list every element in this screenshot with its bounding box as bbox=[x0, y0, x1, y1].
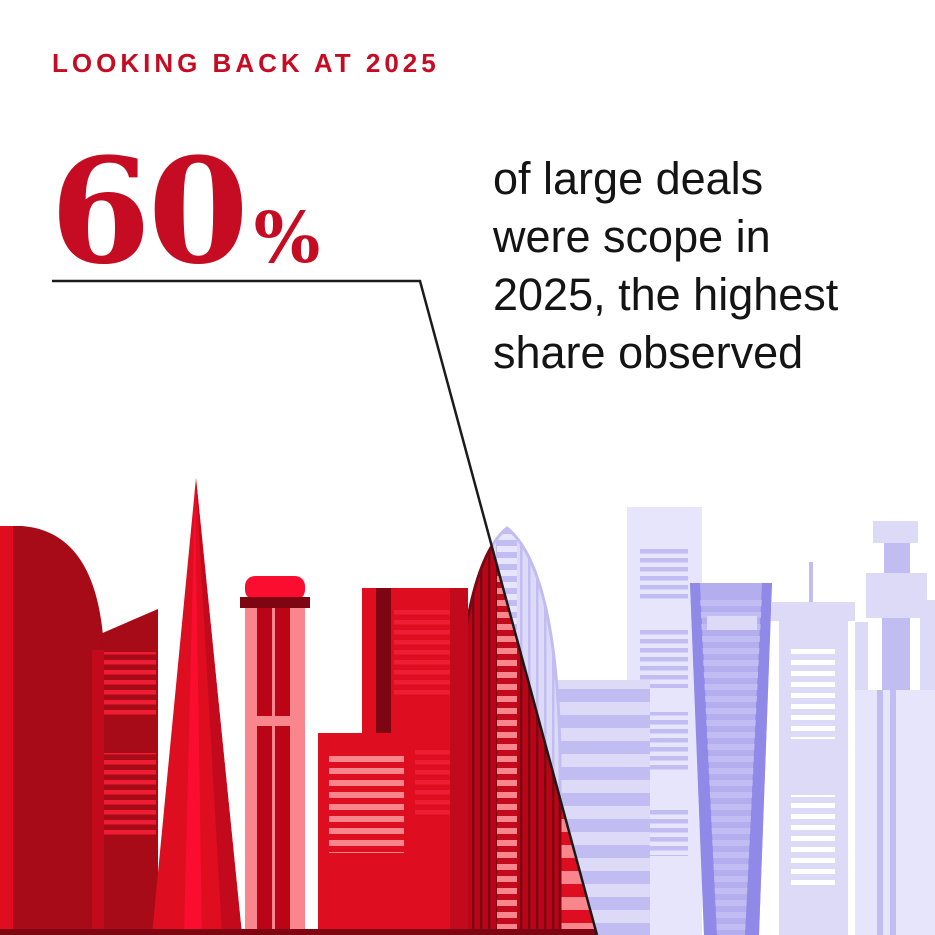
stat-description-line: were scope in bbox=[493, 211, 771, 262]
stat-unit: % bbox=[253, 196, 321, 279]
stat-description: of large deals were scope in 2025, the h… bbox=[493, 150, 838, 382]
building-antenna-lavender bbox=[771, 562, 855, 935]
skyline-bottom-band bbox=[0, 929, 597, 935]
building-cap-tower-red bbox=[240, 576, 310, 935]
stat-callout: 60 % bbox=[50, 140, 320, 285]
stat-description-line: 2025, the highest bbox=[493, 269, 839, 320]
stat-value: 60 bbox=[50, 127, 249, 297]
stat-description-line: of large deals bbox=[493, 153, 764, 204]
stat-description-line: share observed bbox=[493, 327, 804, 378]
building-stepped-tower-lavender bbox=[855, 521, 935, 935]
building-spire-red bbox=[152, 478, 242, 935]
building-slab-low-red bbox=[318, 733, 415, 935]
building-dome-red bbox=[0, 526, 104, 935]
eyebrow-heading: LOOKING BACK AT 2025 bbox=[52, 48, 440, 78]
building-fan-tower-lavender bbox=[690, 583, 772, 935]
callout-line bbox=[52, 279, 599, 935]
